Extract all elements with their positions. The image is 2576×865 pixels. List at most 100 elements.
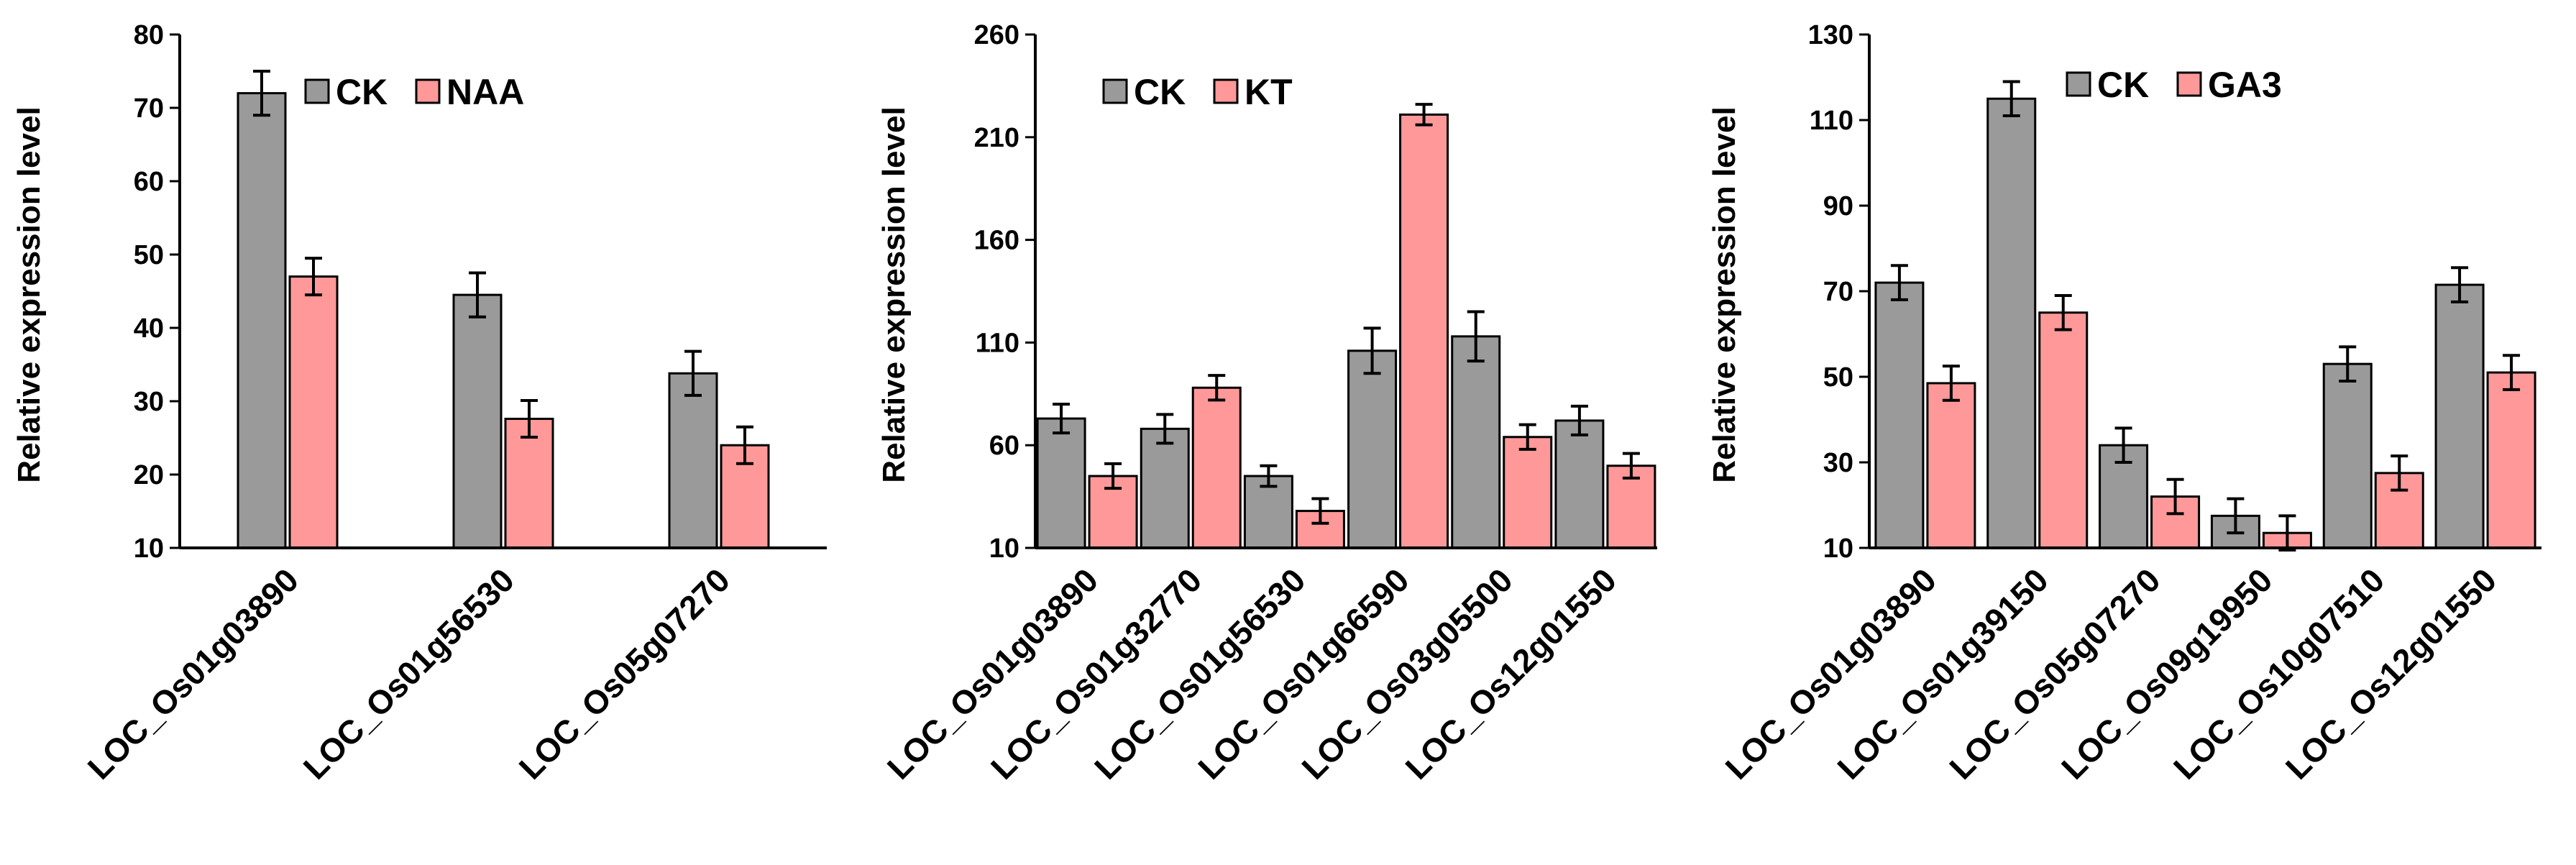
y-tick-label: 80 [134,20,164,50]
error-bar [2227,497,2245,535]
bar-ck [1554,419,1605,549]
error-bar [1104,462,1122,490]
error-bar [2391,454,2408,492]
error-bar [1053,403,1071,435]
x-category-label: LOC_Os10g07510 [2166,561,2391,786]
x-category-label: LOC_Os05g07270 [512,561,737,786]
bar-naa [288,275,339,549]
x-category-label: LOC_Os01g03890 [1718,561,1943,786]
chart-panel-naa: Relative expression level LOC_Os01g03890… [12,20,827,787]
chart-panel-ga3: Relative expression level LOC_Os01g03890… [1707,20,2541,787]
y-tick-label: 90 [1823,191,1853,221]
bar-ck [1347,349,1398,549]
bar-ck [237,92,287,549]
x-category-label: LOC_Os01g03890 [81,561,306,786]
error-bar [521,398,538,439]
bar-kt [1191,386,1242,549]
y-tick-label: 260 [974,20,1019,50]
error-bar [1156,413,1174,445]
error-bar [1260,464,1278,488]
bar-ck [1243,475,1293,549]
chart-panel-kt: Relative expression level LOC_Os01g03890… [876,20,1657,787]
error-bar [2503,354,2521,391]
y-tick-label: 160 [974,226,1019,256]
legend-swatch-kt [1213,78,1239,104]
y-axis-ticks: 10 30 50 70 90 110 130 [1808,20,1869,564]
legend-swatch-ck [2066,71,2091,97]
bar-kt [1503,436,1553,549]
error-bar [1518,423,1536,451]
bar-ck [1874,281,1925,549]
legend-label-kt: KT [1245,72,1293,112]
error-bar [305,257,322,297]
bar-ga3 [1926,382,1976,549]
error-bar [2339,345,2357,383]
legend-label-ck: CK [2097,65,2149,105]
y-tick-label: 60 [134,167,164,197]
y-tick-label: 130 [1808,20,1853,50]
error-bar [736,425,753,465]
y-tick-label: 30 [1823,448,1853,478]
legend-swatch-ga3 [2176,71,2202,97]
error-bar [2166,477,2184,516]
error-bar [2114,426,2132,464]
bar-ga3 [2486,371,2536,549]
x-axis-labels: LOC_Os01g03890LOC_Os01g32770LOC_Os01g565… [880,561,1623,786]
error-bar [1311,497,1329,525]
bar-ck [1451,335,1501,549]
bar-ga3 [2038,311,2089,549]
y-tick-label: 70 [1823,277,1853,307]
error-bar [1363,326,1381,375]
y-axis-title: Relative expression level [1707,106,1742,482]
y-axis-ticks: 10 20 30 40 50 60 70 80 [134,20,180,564]
axes [1034,35,1657,549]
error-bar [2278,514,2296,552]
y-tick-label: 110 [976,328,1019,358]
error-bar [2054,293,2072,331]
legend-swatch-naa [415,78,441,104]
y-tick-label: 30 [134,387,164,417]
y-tick-label: 10 [1823,534,1853,564]
legend-swatch-ck [304,78,330,104]
error-bar [1467,310,1485,363]
bar-ck [1140,427,1190,549]
legend-label-ga3: GA3 [2208,65,2282,105]
bar-ck [668,372,718,549]
bars [1036,103,1656,549]
axes [1868,35,2541,549]
axes [178,35,827,549]
y-tick-label: 10 [134,534,164,564]
error-bar [684,349,702,397]
bar-ck [452,293,503,549]
y-axis-title: Relative expression level [876,106,912,482]
y-tick-label: 60 [989,431,1019,461]
y-tick-label: 50 [1823,362,1853,393]
error-bar [1942,365,1960,402]
x-category-label: LOC_Os12g01550 [2278,561,2503,786]
legend-label-ck: CK [336,72,388,112]
error-bar [1890,264,1908,301]
legend: CK KT [1102,72,1293,112]
error-bar [253,70,270,117]
error-bar [1415,103,1433,127]
legend: CK GA3 [2066,65,2282,105]
y-axis-title: Relative expression level [12,106,47,482]
error-bar [1570,404,1588,436]
bar-ck [2322,362,2373,549]
y-tick-label: 20 [134,460,164,490]
legend-swatch-ck [1102,78,1128,104]
bar-ck [2434,283,2485,549]
error-bar [2002,80,2020,118]
bars [237,70,770,549]
y-tick-label: 40 [134,313,164,344]
x-axis-labels: LOC_Os01g03890LOC_Os01g39150LOC_Os05g072… [1718,561,2504,786]
error-bar [469,271,486,319]
x-category-label: LOC_Os01g39150 [1830,561,2055,786]
y-tick-label: 110 [1810,106,1853,136]
y-tick-label: 210 [974,123,1019,153]
bar-ck [1986,97,2037,549]
legend-label-ck: CK [1134,72,1186,112]
y-axis-ticks: 10 60 110 160 210 260 [974,20,1035,564]
legend: CK NAA [304,72,524,112]
